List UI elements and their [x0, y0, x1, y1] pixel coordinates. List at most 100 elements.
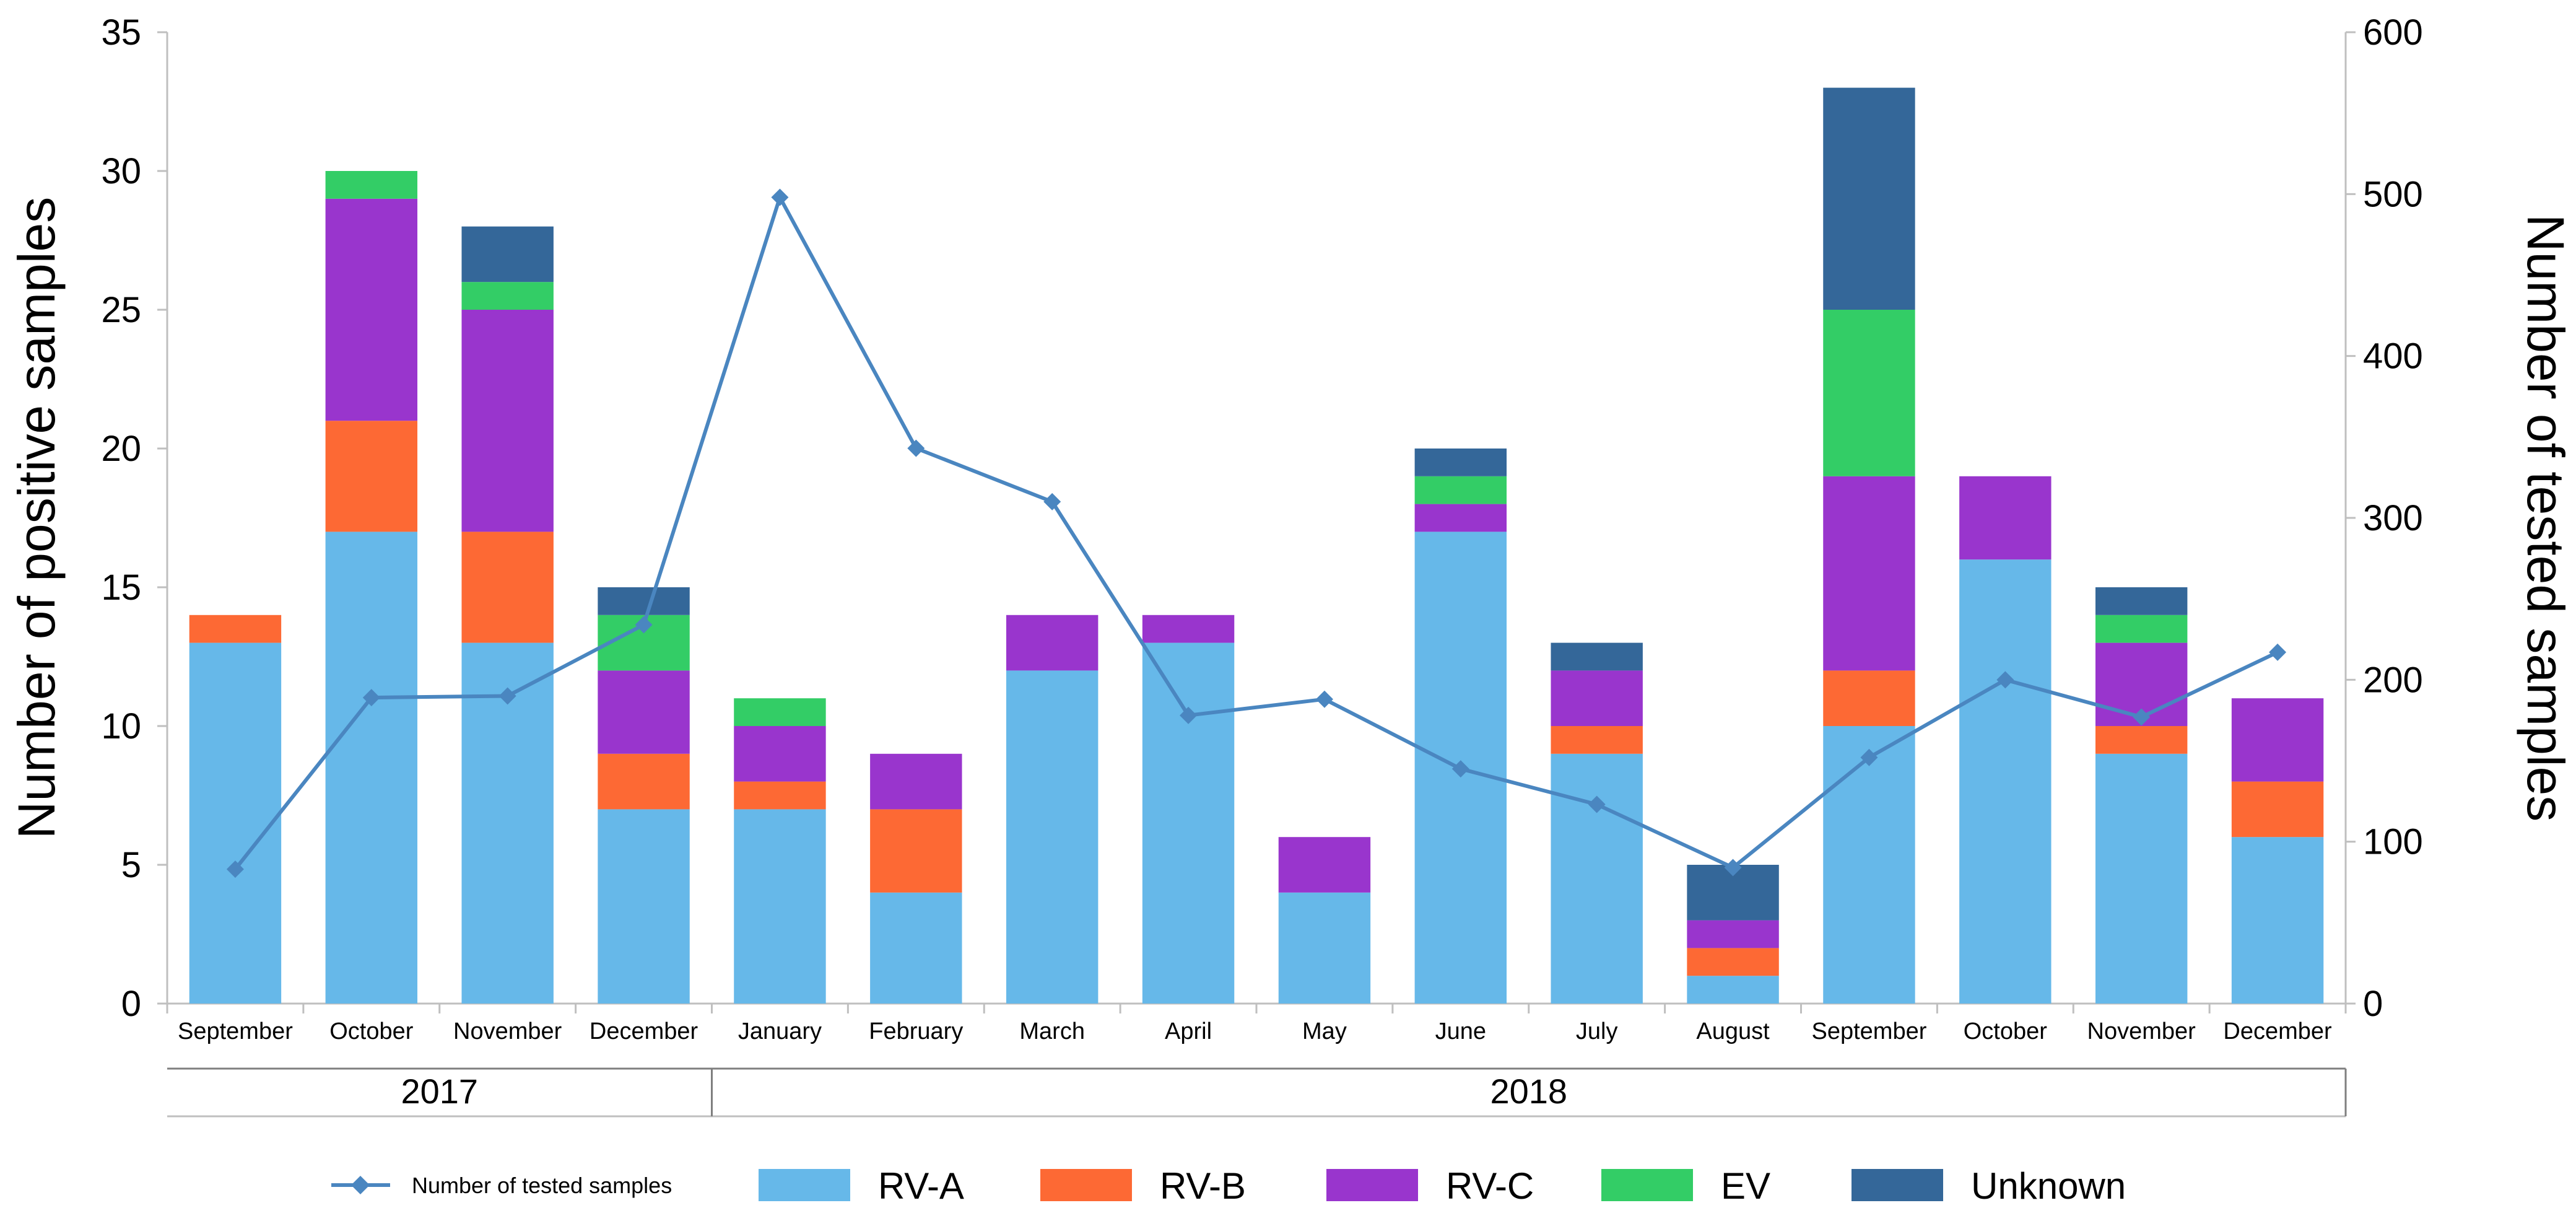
bar-rv-a-8 — [1278, 892, 1371, 1004]
bar-unknown-12 — [1823, 87, 1915, 310]
bar-rv-a-14 — [2095, 753, 2188, 1004]
bar-rv-a-7 — [1142, 642, 1235, 1004]
x-tick-label: December — [590, 1018, 698, 1044]
bar-rv-c-12 — [1823, 476, 1915, 671]
tested-samples-point-9 — [1451, 760, 1469, 778]
tested-samples-point-2 — [498, 687, 516, 705]
bar-rv-a-13 — [1959, 559, 2052, 1004]
x-tick-label: March — [1019, 1018, 1085, 1044]
legend-swatch-rv-a — [759, 1169, 850, 1201]
bar-rv-b-14 — [2095, 726, 2188, 754]
y-tick-label-left: 10 — [101, 706, 141, 746]
bar-ev-12 — [1823, 310, 1915, 476]
tested-samples-point-13 — [1996, 671, 2014, 689]
legend-label-unknown: Unknown — [1971, 1165, 2126, 1207]
y-axis-title-right: Number of tested samples — [2517, 214, 2575, 821]
bar-rv-b-1 — [325, 421, 418, 532]
tested-samples-point-1 — [362, 689, 380, 707]
tested-samples-point-11 — [1724, 859, 1742, 877]
bar-rv-c-6 — [1006, 615, 1099, 671]
tested-samples-point-10 — [1588, 795, 1606, 813]
y-tick-label-right: 200 — [2363, 660, 2423, 700]
x-tick-label: December — [2223, 1018, 2332, 1044]
x-tick-label: July — [1576, 1018, 1618, 1044]
bar-rv-b-5 — [870, 809, 962, 893]
y-tick-label-right: 600 — [2363, 12, 2423, 53]
tested-samples-point-14 — [2133, 708, 2151, 726]
x-tick-label: September — [178, 1018, 293, 1044]
y-tick-label-left: 25 — [101, 290, 141, 330]
legend-label-ev: EV — [1721, 1165, 1770, 1207]
bars-layer — [189, 87, 2324, 1004]
y-tick-label-right: 500 — [2363, 174, 2423, 214]
tested-samples-point-5 — [907, 439, 925, 457]
bar-rv-a-12 — [1823, 726, 1915, 1004]
legend-swatch-rv-b — [1040, 1169, 1132, 1201]
bar-rv-a-0 — [189, 642, 282, 1004]
legend-swatch-rv-c — [1326, 1169, 1418, 1201]
tested-samples-point-6 — [1043, 492, 1061, 510]
bar-rv-a-11 — [1687, 976, 1779, 1004]
legend-label-rv-a: RV-A — [878, 1165, 964, 1207]
x-tick-label: November — [2087, 1018, 2196, 1044]
bar-rv-c-7 — [1142, 615, 1235, 643]
legend-swatch-unknown — [1852, 1169, 1943, 1201]
bar-rv-a-5 — [870, 892, 962, 1004]
bar-rv-a-10 — [1551, 753, 1643, 1004]
line-layer — [226, 188, 2287, 878]
tested-samples-point-8 — [1315, 690, 1333, 708]
y-tick-label-right: 400 — [2363, 336, 2423, 377]
x-tick-label: November — [453, 1018, 562, 1044]
labels-layer: 0 5 10 15 20 25 30 35 0 100 200 300 400 500 600 Septemb… — [7, 12, 2575, 1111]
bar-rv-c-9 — [1414, 504, 1507, 532]
x-tick-label: August — [1696, 1018, 1770, 1044]
x-tick-label: May — [1302, 1018, 1347, 1044]
bar-rv-b-12 — [1823, 670, 1915, 726]
bar-ev-9 — [1414, 476, 1507, 504]
bar-ev-14 — [2095, 615, 2188, 643]
year-label-2018: 2018 — [1490, 1072, 1567, 1111]
bar-rv-b-0 — [189, 615, 282, 643]
bar-rv-a-6 — [1006, 670, 1099, 1004]
tested-samples-point-3 — [635, 616, 653, 634]
legend-label-rv-b: RV-B — [1160, 1165, 1246, 1207]
bar-rv-a-4 — [734, 809, 826, 1004]
bar-rv-b-15 — [2231, 781, 2324, 838]
bar-rv-b-10 — [1551, 726, 1643, 754]
bar-rv-c-1 — [325, 198, 418, 421]
bar-unknown-2 — [461, 226, 554, 282]
bar-rv-c-3 — [598, 670, 690, 754]
x-tick-label: February — [869, 1018, 963, 1044]
bar-rv-c-13 — [1959, 476, 2052, 560]
y-axis-title-left: Number of positive samples — [7, 197, 66, 839]
bar-unknown-14 — [2095, 587, 2188, 615]
bar-rv-c-5 — [870, 753, 962, 810]
x-tick-label: October — [329, 1018, 414, 1044]
bar-ev-2 — [461, 282, 554, 310]
tested-samples-point-0 — [226, 860, 244, 878]
bar-rv-c-15 — [2231, 698, 2324, 782]
x-tick-label: October — [1964, 1018, 2048, 1044]
bar-unknown-9 — [1414, 449, 1507, 476]
bar-rv-a-15 — [2231, 837, 2324, 1004]
x-tick-label: April — [1165, 1018, 1212, 1044]
x-tick-label: January — [738, 1018, 822, 1044]
bar-rv-c-2 — [461, 310, 554, 532]
x-tick-label: June — [1435, 1018, 1486, 1044]
y-tick-label-right: 100 — [2363, 822, 2423, 862]
year-label-2017: 2017 — [401, 1072, 478, 1111]
y-tick-label-left: 0 — [121, 984, 141, 1024]
y-tick-label-left: 20 — [101, 429, 141, 469]
bar-unknown-3 — [598, 587, 690, 615]
legend-marker-tested-samples — [351, 1176, 370, 1194]
y-tick-label-right: 0 — [2363, 984, 2383, 1024]
bar-rv-a-1 — [325, 532, 418, 1004]
bar-rv-b-4 — [734, 781, 826, 810]
legend-label-rv-c: RV-C — [1446, 1165, 1534, 1207]
bar-rv-b-3 — [598, 753, 690, 810]
y-tick-label-left: 30 — [101, 151, 141, 191]
bar-rv-c-8 — [1278, 837, 1371, 893]
y-tick-label-right: 300 — [2363, 498, 2423, 538]
tested-samples-line — [233, 195, 2279, 870]
